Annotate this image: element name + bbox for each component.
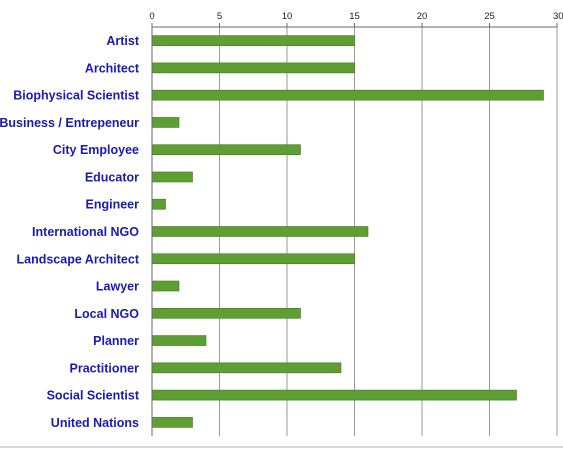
category-label: Local NGO — [74, 307, 139, 321]
category-label: City Employee — [53, 143, 139, 157]
bar — [151, 362, 342, 374]
bar — [151, 171, 193, 183]
category-label: Practitioner — [70, 361, 140, 375]
category-labels: Artist Architect Biophysical Scientist Busi… — [0, 34, 140, 430]
bar — [151, 389, 517, 401]
category-label: United Nations — [51, 416, 139, 430]
category-label: Engineer — [86, 198, 140, 212]
category-label: Lawyer — [96, 280, 139, 294]
tick-label: 20 — [417, 11, 428, 22]
bar — [151, 417, 193, 428]
bars — [151, 35, 544, 428]
bar — [151, 35, 355, 46]
category-label: Architect — [85, 61, 140, 75]
category-label: Social Scientist — [47, 389, 140, 403]
tick-label: 0 — [149, 11, 154, 22]
category-label: International NGO — [32, 225, 139, 239]
bar — [151, 253, 355, 265]
bar — [151, 117, 180, 128]
category-label: Landscape Architect — [17, 252, 140, 266]
tick-label: 10 — [282, 11, 293, 22]
category-label: Artist — [106, 34, 139, 48]
bar — [151, 198, 166, 210]
bar — [151, 62, 355, 74]
bar — [151, 144, 301, 155]
bar — [151, 280, 180, 292]
bar — [151, 307, 301, 319]
tick-label: 30 — [553, 11, 563, 22]
category-label: Planner — [93, 334, 139, 348]
category-label: Educator — [85, 170, 139, 184]
category-label: Biophysical Scientist — [13, 89, 140, 103]
bar — [151, 226, 369, 237]
x-axis-ticks: 0 5 10 15 20 25 30 — [149, 11, 563, 27]
category-label: Business / Entrepeneur — [0, 116, 139, 130]
tick-label: 25 — [484, 11, 495, 22]
tick-label: 15 — [349, 11, 360, 22]
bar — [151, 335, 207, 346]
tick-label: 5 — [217, 11, 222, 22]
bar — [151, 89, 544, 101]
